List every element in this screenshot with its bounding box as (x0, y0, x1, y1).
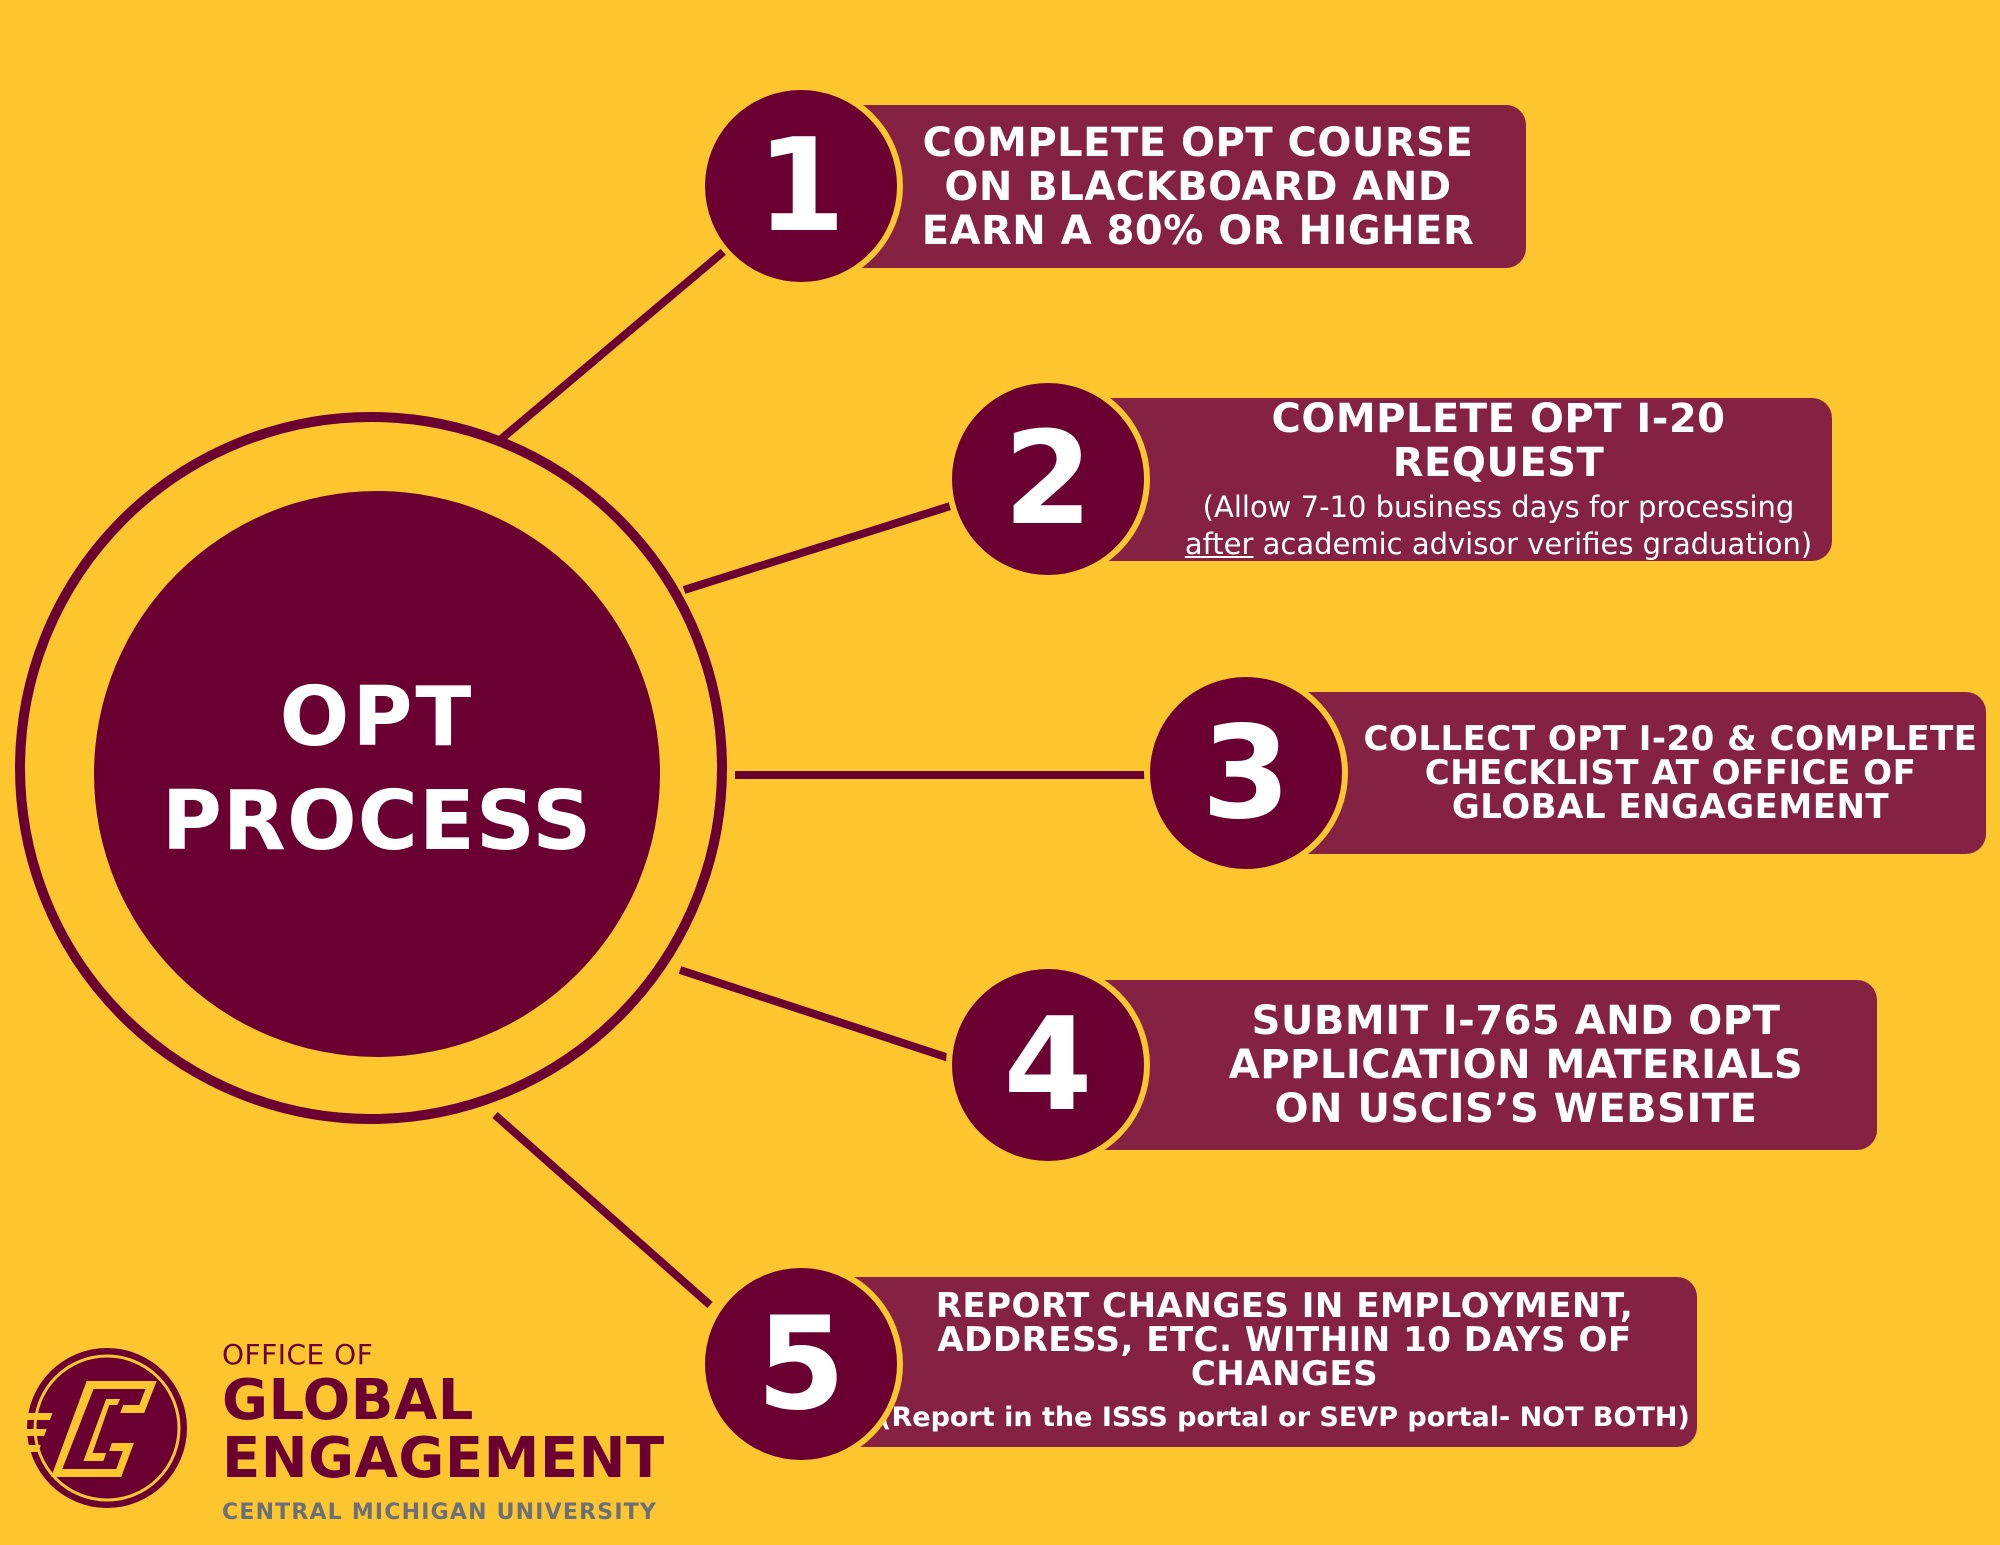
step-1-number: 1 (756, 111, 846, 261)
step-3-number-circle: 3 (1144, 671, 1348, 875)
step-3-box: COLLECT OPT I-20 & COMPLETE CHECKLIST AT… (1265, 692, 1986, 854)
brand-university: CENTRAL MICHIGAN UNIVERSITY (222, 1500, 658, 1525)
emphasis-after: after (1184, 526, 1254, 561)
step-1-title: COMPLETE OPT COURSE ON BLACKBOARD AND EA… (921, 119, 1475, 254)
chippewa-c-logo-icon (22, 1348, 187, 1508)
step-2-note: (Allow 7-10 business days for processing… (1184, 489, 1813, 561)
step-1-number-circle: 1 (699, 84, 903, 288)
step-5-note: (Report in the ISSS portal or SEVP porta… (879, 1402, 1690, 1433)
brand-prefix: OFFICE OF (222, 1338, 374, 1371)
step-5-title: REPORT CHANGES IN EMPLOYMENT, ADDRESS, E… (935, 1286, 1634, 1394)
brand-line2: ENGAGEMENT (222, 1426, 665, 1491)
step-3-title: COLLECT OPT I-20 & COMPLETE CHECKLIST AT… (1363, 719, 1978, 827)
connector-1 (497, 238, 738, 444)
center-title-line1: OPT (279, 670, 475, 765)
connector-5 (492, 1112, 713, 1308)
connector-2 (682, 499, 962, 594)
step-4-number: 4 (1003, 990, 1093, 1140)
step-4-title: SUBMIT I-765 AND OPT APPLICATION MATERIA… (1228, 998, 1804, 1132)
step-3-number: 3 (1201, 698, 1291, 848)
step-5-box: REPORT CHANGES IN EMPLOYMENT, ADDRESS, E… (812, 1277, 1697, 1447)
office-branding: OFFICE OF GLOBAL ENGAGEMENT CENTRAL MICH… (222, 1338, 665, 1525)
step-4-box: SUBMIT I-765 AND OPT APPLICATION MATERIA… (1065, 980, 1877, 1150)
step-2-number: 2 (1003, 404, 1093, 554)
step-2-number-circle: 2 (946, 377, 1150, 581)
step-4-number-circle: 4 (946, 963, 1150, 1167)
step-1-box: COMPLETE OPT COURSE ON BLACKBOARD AND EA… (800, 105, 1526, 268)
step-5-number: 5 (756, 1289, 846, 1439)
connector-4 (678, 966, 957, 1064)
step-2-title: COMPLETE OPT I-20 REQUEST (1271, 395, 1726, 486)
center-title-line2: PROCESS (161, 774, 593, 869)
brand-line1: GLOBAL (222, 1368, 474, 1433)
step-2-box: COMPLETE OPT I-20 REQUEST (Allow 7-10 bu… (1075, 395, 1832, 561)
center-outer-ring (15, 412, 727, 1124)
step-5-number-circle: 5 (699, 1262, 903, 1466)
center-title-circle: OPT PROCESS (94, 491, 660, 1057)
